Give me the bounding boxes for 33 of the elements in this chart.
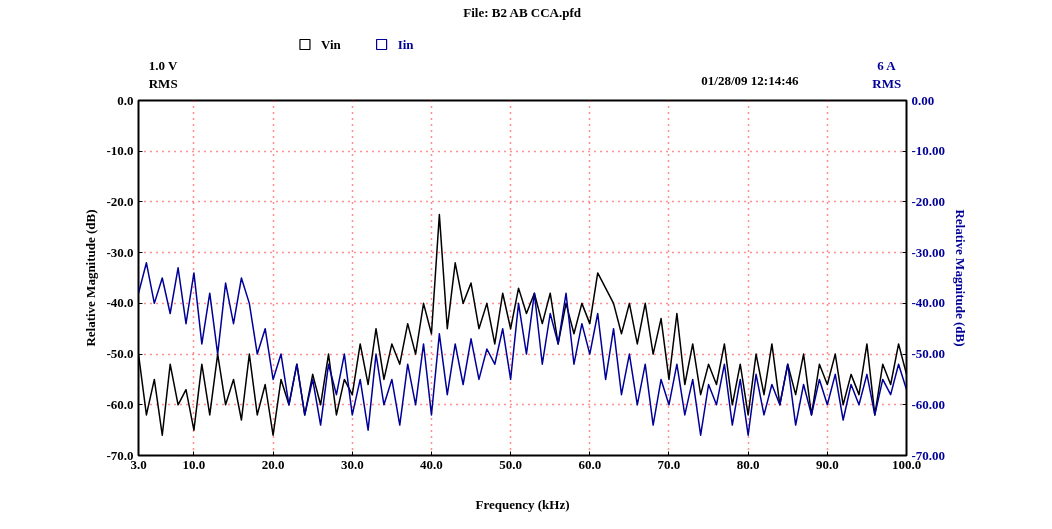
chart-title: File: B2 AB CCA.pfd (463, 5, 582, 20)
x-axis-title: Frequency (kHz) (475, 496, 570, 512)
y-tick-label: -20.0 (106, 193, 134, 209)
x-tick-label: 60.0 (578, 456, 602, 472)
x-tick-label: 30.0 (340, 456, 364, 472)
x-tick-label: 40.0 (420, 456, 443, 472)
y-tick-label: 0.0 (117, 92, 134, 108)
x-tick-label: 20.0 (261, 456, 285, 472)
y-tick-label: -60.0 (106, 396, 134, 412)
y2-tick-label: -10.00 (911, 143, 946, 159)
line-series (138, 262, 907, 436)
y2-tick-label: -60.00 (911, 396, 946, 412)
x-tick-label: 90.0 (815, 456, 839, 472)
y-axis-title: Relative Magnitude (dB) (83, 209, 99, 347)
legend-label: Iin (397, 37, 415, 52)
y2-tick-label: -20.00 (911, 193, 946, 209)
x-tick-label: 50.0 (499, 456, 522, 472)
y2-tick-label: -50.00 (911, 346, 946, 362)
legend-label: Vin (321, 37, 342, 52)
text: 6 A RMS (872, 57, 902, 91)
text: 01/28/09 12:14:46 (701, 73, 799, 88)
y2-tick-label: -30.00 (911, 244, 946, 260)
x-tick-label: 80.0 (736, 456, 760, 472)
text: 1.0 V RMS (148, 57, 178, 91)
x-tick-label: 10.0 (182, 456, 206, 472)
y2-tick-label: 0.00 (911, 92, 935, 108)
x-tick-label: 70.0 (657, 456, 681, 472)
y-tick-label: -40.0 (106, 295, 134, 311)
y2-axis-title: Relative Magnitude (dB) (953, 209, 969, 347)
y-tick-label: -30.0 (106, 244, 134, 260)
y-tick-label: -50.0 (106, 346, 134, 362)
y2-tick-label: -40.00 (911, 295, 946, 311)
y-tick-label: -10.0 (106, 143, 134, 159)
